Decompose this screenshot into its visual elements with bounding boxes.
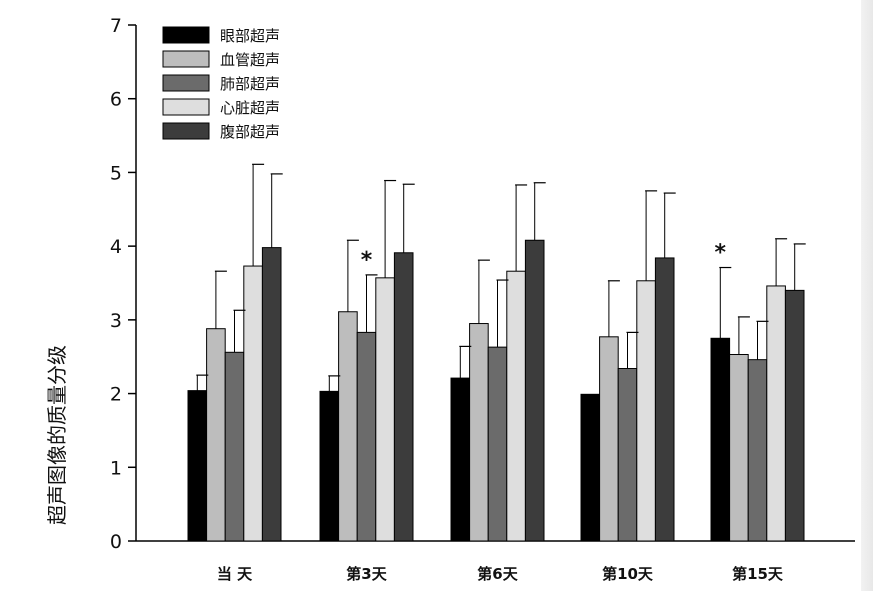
bar <box>375 277 395 542</box>
bar <box>206 328 226 542</box>
bar <box>747 359 768 542</box>
legend-label: 心脏超声 <box>220 99 280 117</box>
legend-label: 腹部超声 <box>220 123 280 141</box>
bar <box>599 336 619 542</box>
x-tick-label: 第6天 <box>477 565 518 583</box>
bar <box>187 390 208 542</box>
x-tick-label: 第10天 <box>602 565 654 583</box>
y-tick-label: 4 <box>110 236 122 258</box>
axes: 0 1 2 3 4 5 6 7 当 天 第3天 第6天 第10天 第15天 <box>110 15 855 583</box>
x-tick-label: 第3天 <box>346 565 387 583</box>
legend-swatch <box>162 98 210 116</box>
page-edge <box>861 0 873 591</box>
legend-label: 肺部超声 <box>220 75 280 93</box>
bar <box>710 337 731 542</box>
bar <box>243 265 263 542</box>
legend-swatch <box>162 50 210 68</box>
x-tick-label: 第15天 <box>732 565 784 583</box>
x-tick-label: 当 天 <box>217 565 253 583</box>
significance-marker: * <box>361 248 373 273</box>
legend-swatch <box>162 122 210 140</box>
bar <box>766 285 786 542</box>
bar <box>784 289 805 542</box>
legend-label: 血管超声 <box>220 51 280 69</box>
y-axis-label: 超声图像的质量分级 <box>45 345 69 525</box>
y-tick-label: 5 <box>110 162 122 184</box>
y-tick-label: 3 <box>110 310 122 332</box>
bar <box>729 354 749 542</box>
y-tick-label: 2 <box>110 384 122 406</box>
bar <box>636 280 656 542</box>
y-tick-label: 0 <box>110 531 122 553</box>
bar <box>524 239 545 542</box>
bar <box>469 323 489 542</box>
bar <box>506 270 526 542</box>
bars <box>187 239 805 542</box>
bar <box>617 368 638 542</box>
annotations: * * <box>361 241 727 273</box>
legend-label: 眼部超声 <box>220 27 280 45</box>
bar <box>338 311 358 542</box>
bar <box>450 377 471 542</box>
legend-swatch <box>162 26 210 44</box>
bar <box>319 390 340 542</box>
bar <box>654 257 675 542</box>
bar <box>580 393 601 542</box>
bar <box>224 351 245 542</box>
bar <box>261 247 282 542</box>
bar <box>356 331 377 542</box>
legend-swatch <box>162 74 210 92</box>
bar <box>487 346 508 542</box>
y-tick-label: 1 <box>110 457 122 479</box>
bar <box>393 252 414 542</box>
error-bars <box>196 163 806 392</box>
y-tick-label: 6 <box>110 89 122 111</box>
y-tick-label: 7 <box>110 15 122 37</box>
significance-marker: * <box>715 241 727 266</box>
